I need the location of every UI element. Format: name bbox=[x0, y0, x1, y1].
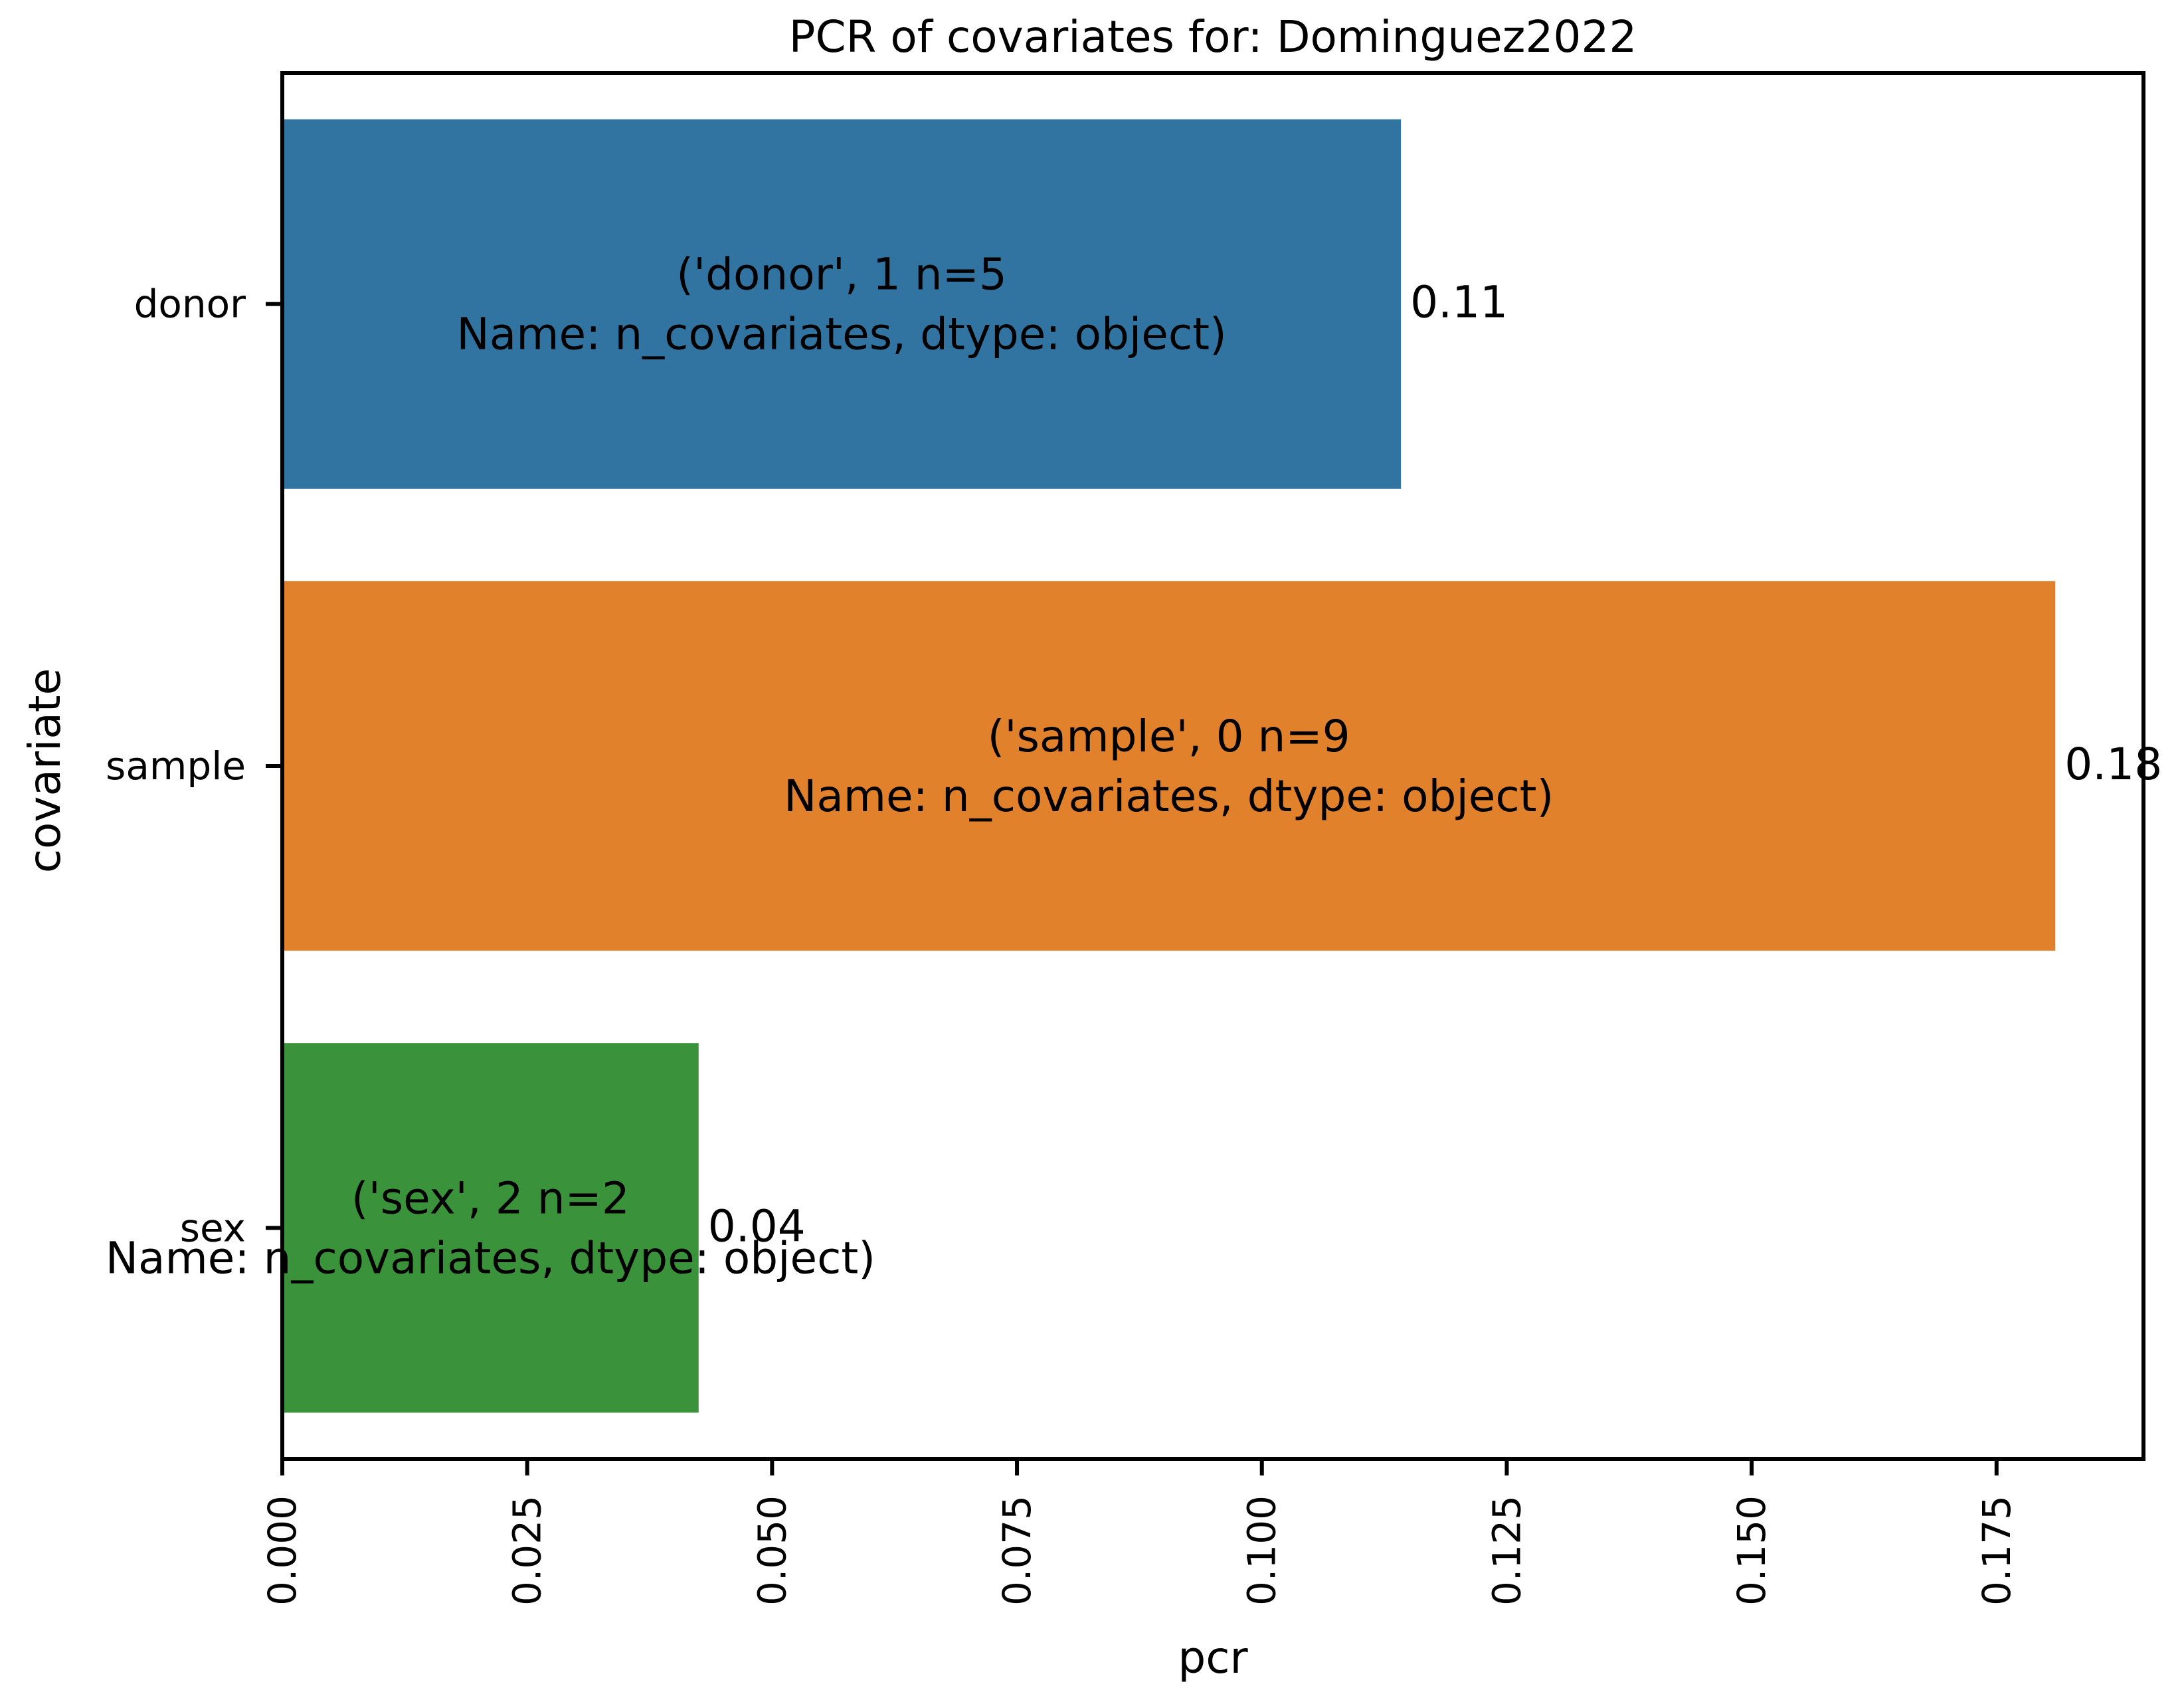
value-label-sex: 0.04 bbox=[708, 1200, 806, 1252]
bar-sample bbox=[282, 581, 2056, 951]
x-tick-label-2: 0.050 bbox=[749, 1495, 794, 1606]
value-label-sample: 0.18 bbox=[2064, 739, 2162, 790]
y-tick-label-donor: donor bbox=[134, 282, 246, 327]
x-tick-label-6: 0.150 bbox=[1729, 1495, 1774, 1606]
y-tick-label-sample: sample bbox=[106, 743, 246, 789]
chart-title: PCR of covariates for: Dominguez2022 bbox=[789, 11, 1637, 62]
bar-annotation-donor-line2: Name: n_covariates, dtype: object) bbox=[456, 309, 1226, 360]
x-tick-label-7: 0.175 bbox=[1974, 1495, 2019, 1606]
bar-sex bbox=[282, 1043, 699, 1413]
y-axis-label: covariate bbox=[19, 668, 70, 874]
x-tick-label-3: 0.075 bbox=[994, 1495, 1040, 1606]
bar-annotation-donor-line1: ('donor', 1 n=5 bbox=[676, 249, 1007, 300]
bar-donor bbox=[282, 119, 1402, 489]
y-tick-label-sex: sex bbox=[180, 1205, 246, 1250]
bar-annotation-sex-line2: Name: n_covariates, dtype: object) bbox=[106, 1232, 875, 1283]
bar-annotation-sample-line1: ('sample', 0 n=9 bbox=[988, 711, 1350, 762]
value-label-donor: 0.11 bbox=[1410, 277, 1508, 328]
x-tick-label-0: 0.000 bbox=[260, 1495, 305, 1606]
x-axis-label: pcr bbox=[1178, 1632, 1248, 1683]
bar-annotation-sample-line2: Name: n_covariates, dtype: object) bbox=[784, 771, 1554, 822]
bar-annotation-sex-line1: ('sex', 2 n=2 bbox=[351, 1173, 630, 1224]
x-tick-label-4: 0.100 bbox=[1239, 1495, 1285, 1606]
x-tick-label-5: 0.125 bbox=[1484, 1495, 1529, 1606]
x-tick-label-1: 0.025 bbox=[505, 1495, 550, 1606]
